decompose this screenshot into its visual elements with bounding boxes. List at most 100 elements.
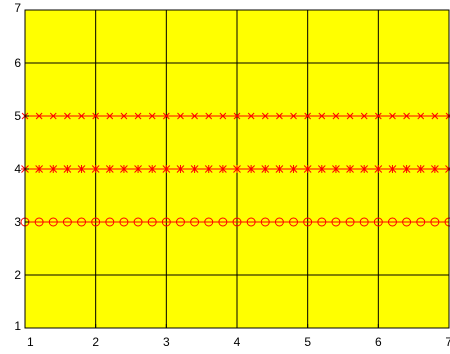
circle-marker bbox=[416, 217, 426, 227]
x-marker bbox=[374, 112, 382, 120]
y-tick-label: 3 bbox=[14, 215, 21, 229]
circle-marker bbox=[34, 217, 44, 227]
star-marker bbox=[388, 165, 397, 173]
x-tick-label: 3 bbox=[163, 335, 170, 349]
circle-marker bbox=[359, 217, 369, 227]
circle-marker bbox=[373, 217, 383, 227]
star-marker bbox=[105, 165, 114, 173]
circle-marker bbox=[105, 217, 115, 227]
star-marker bbox=[402, 165, 411, 173]
x-tick-label: 5 bbox=[304, 335, 311, 349]
star-marker bbox=[77, 165, 86, 173]
x-marker bbox=[431, 112, 439, 120]
x-marker bbox=[247, 112, 255, 120]
x-marker bbox=[120, 112, 128, 120]
star-marker bbox=[317, 165, 326, 173]
x-marker bbox=[346, 112, 354, 120]
star-marker bbox=[134, 165, 143, 173]
circle-marker bbox=[147, 217, 157, 227]
star-marker bbox=[360, 165, 369, 173]
series-x bbox=[21, 112, 450, 120]
star-marker bbox=[63, 165, 72, 173]
circle-marker bbox=[345, 217, 355, 227]
star-marker bbox=[218, 165, 227, 173]
circle-marker bbox=[232, 217, 242, 227]
circle-marker bbox=[317, 217, 327, 227]
x-tick-label: 7 bbox=[445, 335, 450, 349]
circle-marker bbox=[62, 217, 72, 227]
x-marker bbox=[106, 112, 114, 120]
star-marker bbox=[374, 165, 383, 173]
star-marker bbox=[430, 165, 439, 173]
circle-marker bbox=[218, 217, 228, 227]
x-tick-label: 6 bbox=[375, 335, 382, 349]
x-tick-label: 2 bbox=[92, 335, 99, 349]
circle-marker bbox=[246, 217, 256, 227]
star-marker bbox=[148, 165, 157, 173]
circle-marker bbox=[119, 217, 129, 227]
circle-marker bbox=[274, 217, 284, 227]
y-tick-label: 4 bbox=[14, 162, 21, 176]
circle-marker bbox=[48, 217, 58, 227]
x-tick-label: 4 bbox=[234, 335, 241, 349]
x-marker bbox=[318, 112, 326, 120]
circle-marker bbox=[430, 217, 440, 227]
x-marker bbox=[78, 112, 85, 120]
circle-marker bbox=[161, 217, 171, 227]
x-marker bbox=[233, 112, 241, 120]
star-marker bbox=[176, 165, 185, 173]
circle-marker bbox=[91, 217, 101, 227]
star-marker bbox=[162, 165, 171, 173]
series-circle bbox=[20, 217, 450, 227]
x-marker bbox=[389, 112, 396, 120]
star-marker bbox=[331, 165, 340, 173]
x-marker bbox=[403, 112, 410, 120]
x-marker bbox=[148, 112, 156, 120]
x-marker bbox=[191, 112, 198, 120]
y-tick-label: 7 bbox=[14, 1, 21, 15]
circle-marker bbox=[289, 217, 299, 227]
x-marker bbox=[417, 112, 425, 120]
x-marker bbox=[219, 112, 227, 120]
y-tick-label: 6 bbox=[14, 56, 21, 70]
y-tick-label: 1 bbox=[14, 319, 21, 333]
x-marker bbox=[360, 112, 368, 120]
circle-marker bbox=[331, 217, 341, 227]
circle-marker bbox=[204, 217, 214, 227]
x-marker bbox=[276, 112, 283, 120]
x-marker bbox=[261, 112, 269, 120]
star-marker bbox=[303, 165, 312, 173]
y-tick-label: 5 bbox=[14, 109, 21, 123]
circle-marker bbox=[303, 217, 313, 227]
x-marker bbox=[35, 112, 43, 120]
circle-marker bbox=[175, 217, 185, 227]
circle-marker bbox=[260, 217, 270, 227]
circle-marker bbox=[387, 217, 397, 227]
y-tick-label: 2 bbox=[14, 268, 21, 282]
star-marker bbox=[289, 165, 298, 173]
ticks: 1 2 3 4 5 6 7 1 2 3 4 5 6 7 bbox=[14, 1, 450, 349]
circle-marker bbox=[402, 217, 412, 227]
star-marker bbox=[346, 165, 355, 173]
x-tick-label: 1 bbox=[27, 335, 34, 349]
star-marker bbox=[35, 165, 44, 173]
star-marker bbox=[275, 165, 284, 173]
circle-marker bbox=[190, 217, 200, 227]
x-marker bbox=[177, 112, 184, 120]
circle-marker bbox=[133, 217, 143, 227]
star-marker bbox=[91, 165, 100, 173]
star-marker bbox=[119, 165, 128, 173]
x-marker bbox=[290, 112, 297, 120]
star-marker bbox=[261, 165, 270, 173]
star-marker bbox=[416, 165, 425, 173]
star-marker bbox=[190, 165, 199, 173]
star-marker bbox=[49, 165, 58, 173]
star-marker bbox=[233, 165, 241, 173]
star-marker bbox=[247, 165, 256, 173]
x-marker bbox=[162, 112, 170, 120]
x-marker bbox=[205, 112, 213, 120]
x-marker bbox=[64, 112, 71, 120]
x-marker bbox=[332, 112, 340, 120]
circle-marker bbox=[77, 217, 87, 227]
